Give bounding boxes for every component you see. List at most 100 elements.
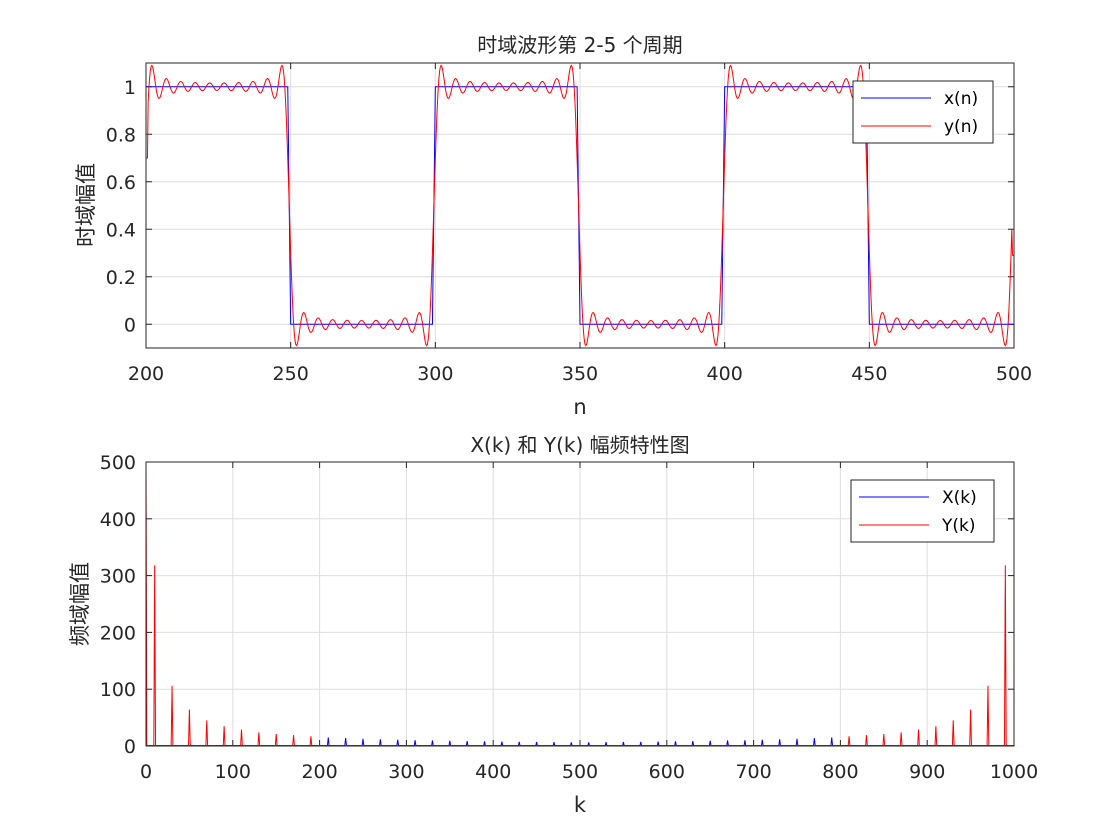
time-axes-box <box>145 62 1015 349</box>
Y-k-peak <box>292 735 295 746</box>
time-y-axis-label: 时域幅值 <box>74 163 98 247</box>
freq-x-tick-label: 700 <box>735 761 771 783</box>
time-y-tick-label: 0.8 <box>106 124 136 146</box>
X-k-peak <box>483 741 486 746</box>
X-k-peak <box>622 741 625 746</box>
time-legend-box <box>852 80 994 144</box>
freq-x-tick-label: 300 <box>388 761 424 783</box>
Y-k-peak <box>969 709 972 746</box>
X-k-peak <box>500 741 504 746</box>
time-legend[interactable]: x(n) y(n) <box>852 80 994 144</box>
Y-k-peak <box>153 565 157 746</box>
time-x-tick-label: 300 <box>417 363 453 385</box>
Y-k-peak <box>170 685 174 746</box>
X-k-peak <box>726 740 729 746</box>
Y-k-peak <box>222 726 226 746</box>
time-x-tick-label: 350 <box>562 363 598 385</box>
X-k-peak <box>448 740 452 746</box>
time-x-tick-label: 250 <box>273 363 309 385</box>
X-k-peak <box>743 740 747 746</box>
X-k-peak <box>344 738 348 746</box>
Y-k-peak <box>847 736 851 746</box>
time-x-axis-label: n <box>573 395 586 419</box>
time-legend-label-y: y(n) <box>944 117 978 137</box>
X-k-peak <box>517 741 521 746</box>
freq-x-tick-label: 1000 <box>990 761 1038 783</box>
frequency-domain-axes: 0 100 200 300 400 500 600 700 800 900 1000 0 100 200 3… <box>68 433 1038 817</box>
time-y-tick-label: 0.6 <box>106 172 136 194</box>
freq-x-tick-label: 0 <box>140 761 152 783</box>
freq-x-tick-label: 400 <box>475 761 511 783</box>
Y-k-peak <box>986 685 990 746</box>
time-y-tick-label: 0 <box>124 314 136 336</box>
freq-legend-label-y: Y(k) <box>941 516 976 536</box>
time-y-tick-label: 0.2 <box>106 267 136 289</box>
freq-ticks: 0 100 200 300 400 500 600 700 800 900 1000 0 100 200 3… <box>100 452 1038 783</box>
freq-x-tick-label: 800 <box>822 761 858 783</box>
X-k-peak <box>674 741 677 746</box>
Y-k-peak <box>146 462 148 746</box>
freq-legend[interactable]: X(k) Y(k) <box>850 479 995 543</box>
freq-x-tick-label: 900 <box>909 761 945 783</box>
X-k-peak <box>812 738 816 746</box>
freq-y-tick-label: 500 <box>100 452 136 474</box>
time-x-tick-label: 450 <box>851 363 887 385</box>
Y-k-peak <box>309 736 313 746</box>
freq-x-tick-label: 200 <box>301 761 337 783</box>
Y-k-peak <box>1003 565 1007 746</box>
X-k-peak <box>431 740 434 746</box>
Y-k-peak <box>899 732 903 746</box>
Y-k-peak <box>257 732 261 746</box>
X-k-peak <box>465 741 469 746</box>
X-k-peak <box>396 739 400 746</box>
time-legend-label-x: x(n) <box>944 89 978 109</box>
X-k-peak <box>604 742 608 746</box>
X-k-peak <box>535 741 538 746</box>
freq-legend-box <box>850 479 995 543</box>
freq-x-tick-label: 100 <box>215 761 251 783</box>
X-k-peak <box>587 742 591 746</box>
freq-chart-title: X(k) 和 Y(k) 幅频特性图 <box>470 433 689 457</box>
freq-y-tick-label: 200 <box>100 622 136 644</box>
freq-x-axis-label: k <box>574 793 587 817</box>
Y-k-peak <box>934 726 938 746</box>
Y-k-peak <box>274 734 278 746</box>
time-series-lines <box>146 64 1014 347</box>
freq-axes-box <box>145 461 1015 747</box>
X-k-peak <box>413 740 417 746</box>
freq-y-tick-label: 400 <box>100 509 136 531</box>
Y-k-peak <box>882 734 886 746</box>
X-k-peak <box>569 742 573 746</box>
freq-x-tick-label: 600 <box>649 761 685 783</box>
time-y-tick-label: 0.4 <box>106 219 136 241</box>
time-ticks: 200 250 300 350 400 450 500 0 0.2 0.4 0.6 0.8 1 <box>106 63 1032 385</box>
time-x-tick-label: 400 <box>707 363 743 385</box>
X-k-peak <box>378 739 382 746</box>
X-k-peak <box>552 742 556 746</box>
freq-y-tick-label: 100 <box>100 679 136 701</box>
freq-y-axis-label: 频域幅值 <box>68 562 92 646</box>
X-k-peak <box>691 741 695 746</box>
time-y-tick-label: 1 <box>124 77 136 99</box>
X-k-peak <box>830 737 834 746</box>
Y-k-peak <box>917 729 920 746</box>
time-x-tick-label: 200 <box>128 363 164 385</box>
freq-legend-label-x: X(k) <box>942 488 977 508</box>
time-x-tick-label: 500 <box>996 363 1032 385</box>
Y-k-peak <box>240 729 243 746</box>
Y-k-peak <box>951 720 955 746</box>
freq-x-tick-label: 500 <box>562 761 598 783</box>
X-k-peak <box>778 739 782 746</box>
X-k-peak <box>708 740 712 746</box>
X-k-peak <box>361 738 365 746</box>
time-chart-title: 时域波形第 2-5 个周期 <box>477 33 682 57</box>
x-n-line <box>146 86 1014 325</box>
X-k-peak <box>760 739 764 746</box>
freq-y-tick-label: 300 <box>100 566 136 588</box>
freq-y-tick-label: 0 <box>124 736 136 758</box>
X-k-peak <box>326 737 330 746</box>
X-k-peak <box>639 741 643 746</box>
Y-k-peak <box>188 709 191 746</box>
